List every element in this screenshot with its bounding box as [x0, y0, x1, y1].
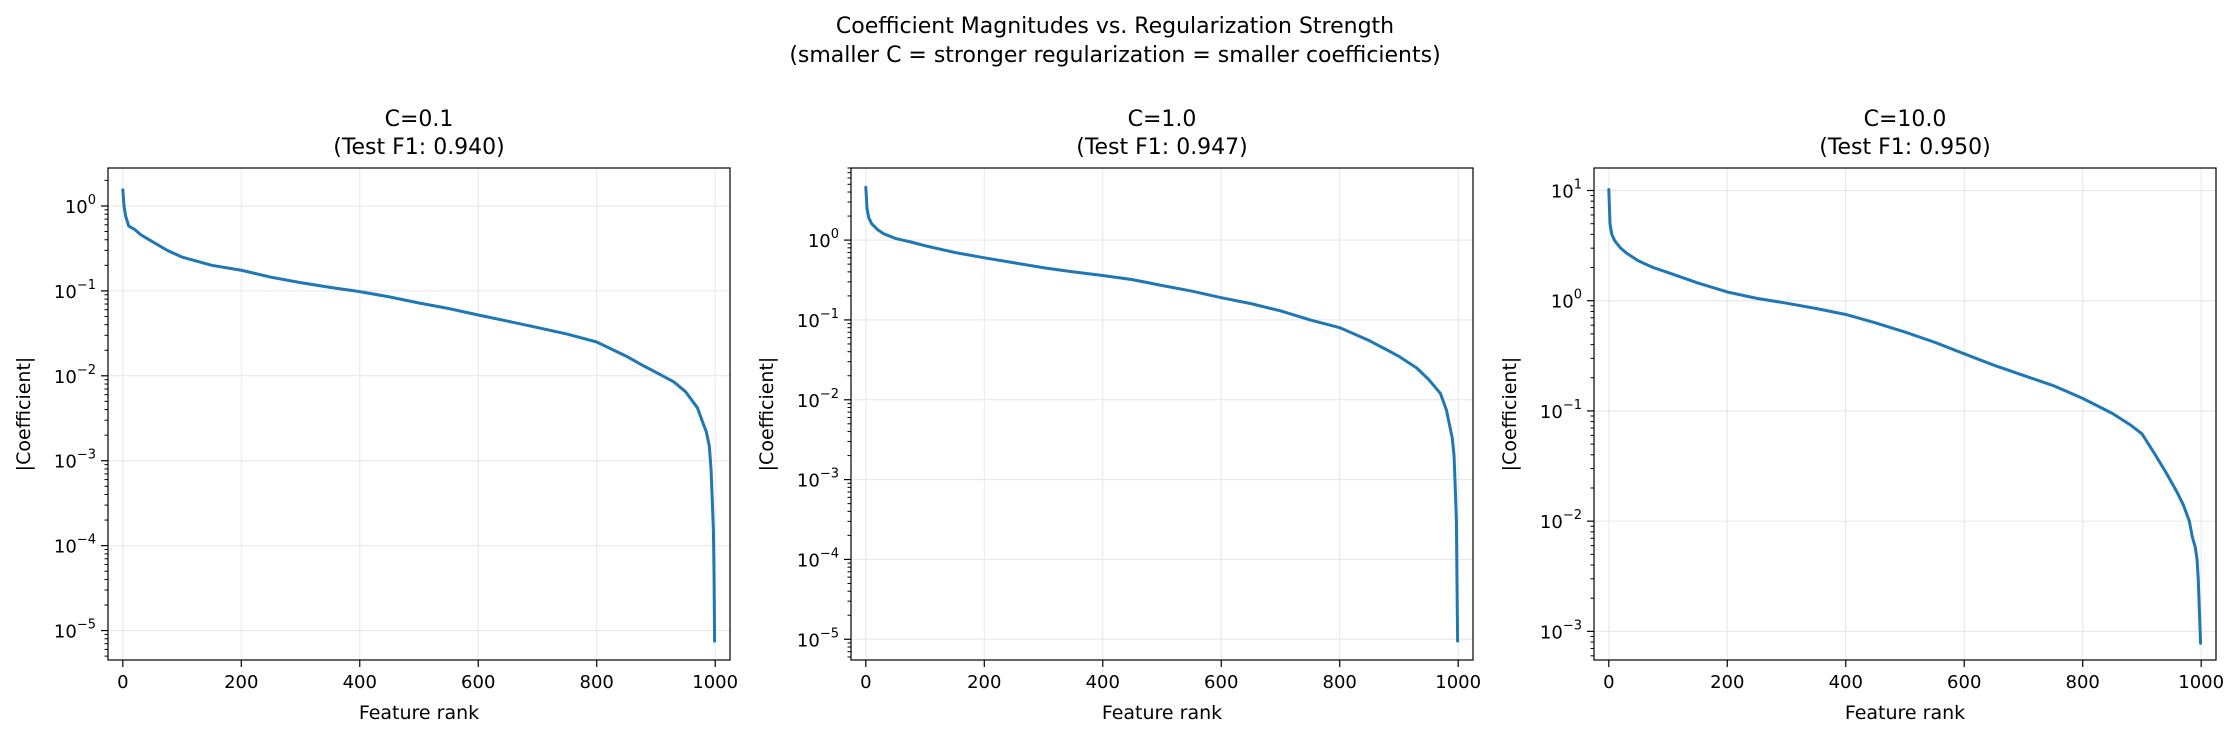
x-tick-label: 1000	[692, 672, 738, 693]
coefficient-line	[121, 188, 717, 643]
subplot-3: 0 200 400 600 800 1000 10−3 10−2 10−1 100 101 C=10.…	[1499, 107, 2224, 724]
x-tick-label: 0	[1603, 672, 1614, 693]
y-tick-label: 10−3	[1540, 618, 1582, 643]
subplot-subtitle: (Test F1: 0.940)	[333, 135, 505, 160]
subplot-subtitle: (Test F1: 0.947)	[1076, 135, 1248, 160]
axes-frame	[1593, 167, 2217, 661]
x-tick-label: 200	[224, 672, 258, 693]
subplot-subtitle: (Test F1: 0.950)	[1819, 135, 1991, 160]
coefficient-line	[1607, 188, 2203, 645]
y-axis-label: |Coefficient|	[756, 357, 778, 472]
subplot-1: 0 200 400 600 800 1000 10−5 10−4 10−3 10−2 10−1 100…	[13, 107, 738, 724]
x-tick-label: 200	[1710, 672, 1744, 693]
subplot-title: C=1.0	[1128, 107, 1197, 132]
y-tick-label: 10−5	[54, 618, 96, 643]
x-tick-label: 800	[2066, 672, 2100, 693]
y-tick-label: 10−5	[797, 626, 839, 651]
y-tick-label: 10−1	[54, 278, 96, 303]
y-tick-label: 10−4	[797, 546, 839, 571]
subplot-title: C=0.1	[385, 107, 454, 132]
y-tick-label: 10−1	[1540, 398, 1582, 423]
x-tick-label: 0	[117, 672, 128, 693]
subplot-title: C=10.0	[1864, 107, 1947, 132]
y-tick-label: 100	[65, 193, 96, 218]
y-axis-label: |Coefficient|	[13, 357, 35, 472]
axes-frame	[850, 167, 1474, 661]
figure-title-line2: (smaller C = stronger regularization = s…	[789, 43, 1440, 68]
x-tick-label: 800	[1323, 672, 1357, 693]
y-tick-label: 101	[1551, 177, 1582, 202]
x-tick-label: 600	[1204, 672, 1238, 693]
x-tick-label: 600	[1947, 672, 1981, 693]
x-axis-label: Feature rank	[359, 702, 479, 724]
y-tick-label: 100	[808, 227, 839, 252]
x-axis-label: Feature rank	[1845, 702, 1965, 724]
x-tick-label: 200	[967, 672, 1001, 693]
y-tick-label: 10−3	[54, 448, 96, 473]
y-tick-label: 10−2	[54, 363, 96, 388]
y-tick-label: 100	[1551, 288, 1582, 313]
y-tick-label: 10−1	[797, 307, 839, 332]
x-tick-label: 400	[343, 672, 377, 693]
y-tick-label: 10−2	[1540, 508, 1582, 533]
coefficient-line	[864, 185, 1460, 643]
y-axis-label: |Coefficient|	[1499, 357, 1521, 472]
x-tick-label: 600	[461, 672, 495, 693]
y-tick-label: 10−4	[54, 533, 96, 558]
y-tick-label: 10−3	[797, 467, 839, 492]
y-tick-label: 10−2	[797, 387, 839, 412]
x-tick-label: 400	[1829, 672, 1863, 693]
x-tick-label: 1000	[2178, 672, 2224, 693]
x-tick-label: 400	[1086, 672, 1120, 693]
x-tick-label: 0	[860, 672, 871, 693]
x-axis-label: Feature rank	[1102, 702, 1222, 724]
x-tick-label: 1000	[1435, 672, 1481, 693]
x-tick-label: 800	[580, 672, 614, 693]
figure-title-line1: Coefficient Magnitudes vs. Regularizatio…	[836, 14, 1394, 39]
axes-frame	[107, 167, 731, 661]
subplot-2: 0 200 400 600 800 1000 10−5 10−4 10−3 10−2 10−1 100…	[756, 107, 1481, 724]
subplot-panels: 0 200 400 600 800 100010−510−410−310−210−1100…	[13, 107, 2224, 724]
